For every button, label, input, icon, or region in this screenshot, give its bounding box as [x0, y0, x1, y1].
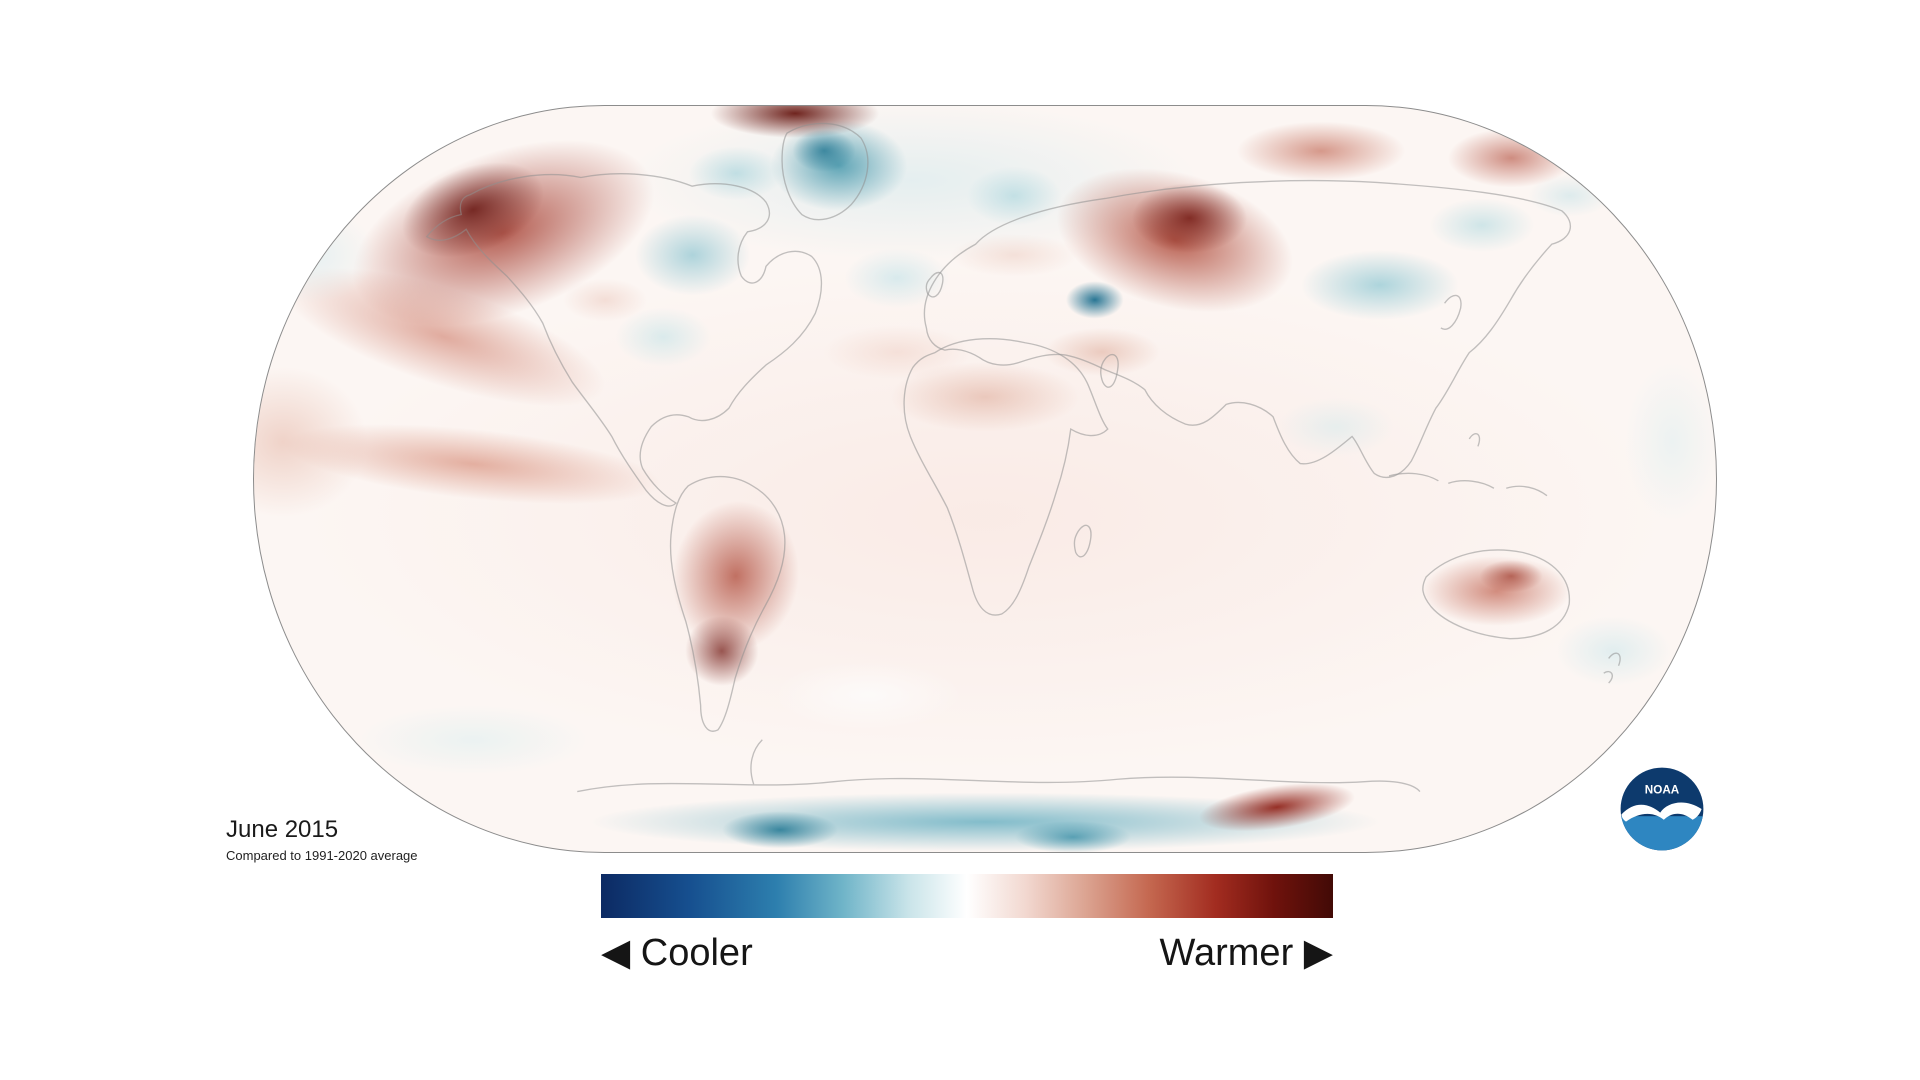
anomaly-blobs — [254, 106, 1716, 852]
anomaly-blob — [1204, 109, 1439, 192]
map-caption: June 2015 Compared to 1991-2020 average — [226, 816, 418, 863]
anomaly-blob — [1021, 318, 1183, 386]
noaa-logo-sea — [1620, 816, 1704, 851]
new-zealand-outline — [1603, 652, 1621, 684]
anomaly-colorbar — [601, 874, 1333, 918]
noaa-logo: NOAA — [1620, 767, 1704, 851]
map-title: June 2015 — [226, 816, 339, 843]
anomaly-blob — [699, 803, 861, 852]
continent-outlines — [425, 122, 1621, 793]
anomaly-blob — [992, 814, 1154, 852]
anomaly-blob — [1109, 169, 1271, 267]
anomaly-blob — [312, 691, 635, 789]
antarctica-outline — [577, 776, 1421, 793]
warmer-label: Warmer ▶ — [1159, 932, 1333, 974]
philippines-outline — [1468, 433, 1481, 447]
cooler-label: ◀ Cooler — [601, 932, 753, 974]
anomaly-blob — [1255, 385, 1417, 468]
anomaly-blob — [1511, 165, 1629, 226]
anomaly-blob — [736, 646, 1000, 744]
noaa-bird-icon — [1621, 802, 1702, 822]
caspian-outline — [1099, 353, 1119, 388]
continent-outline-group — [425, 122, 1621, 793]
south-america-outline — [669, 475, 786, 732]
antarctic-peninsula-outline — [750, 739, 763, 785]
indonesia-outline — [1388, 472, 1548, 497]
anomaly-blob — [1467, 553, 1556, 599]
noaa-logo-text: NOAA — [1645, 784, 1680, 797]
world-anomaly-map — [253, 105, 1717, 853]
eurasia-outline — [923, 179, 1572, 478]
anomaly-blob — [824, 236, 971, 319]
anomaly-blob — [1533, 602, 1695, 700]
japan-outline — [1440, 294, 1462, 330]
anomaly-blob — [597, 296, 730, 379]
map-subtitle: Compared to 1991-2020 average — [226, 848, 418, 863]
uk-outline — [925, 271, 944, 298]
madagascar-outline — [1073, 524, 1092, 558]
north-america-outline — [425, 173, 823, 507]
africa-outline — [903, 338, 1109, 616]
anomaly-blob — [612, 199, 773, 312]
australia-outline — [1422, 549, 1571, 640]
anomaly-blob — [1606, 329, 1716, 554]
greenland-outline — [781, 122, 869, 221]
colorbar-labels: ◀ Cooler Warmer ▶ — [601, 930, 1333, 975]
anomaly-blob — [1054, 273, 1135, 327]
anomaly-blob — [254, 188, 401, 323]
anomaly-blob — [853, 348, 1117, 446]
anomaly-blob — [670, 135, 803, 211]
